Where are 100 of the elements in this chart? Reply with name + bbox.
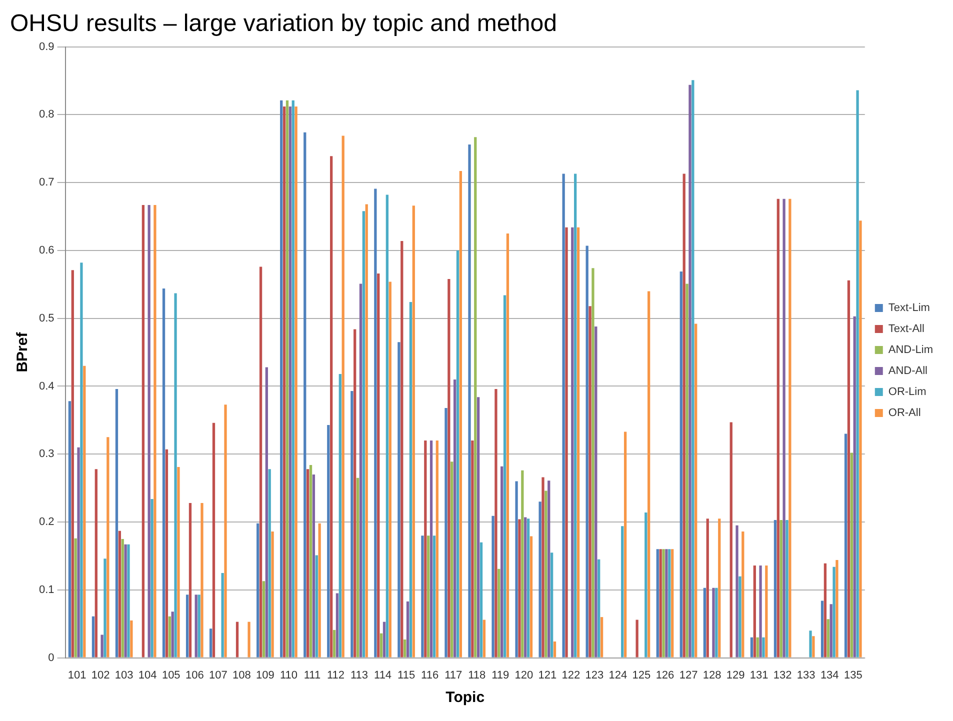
x-tick-label: 119: [492, 669, 510, 682]
x-tick-label: 118: [468, 669, 486, 682]
bar: [386, 194, 389, 658]
x-tick-label: 134: [820, 669, 839, 682]
bar: [562, 174, 565, 658]
bar: [656, 549, 659, 658]
legend-label: Text-Lim: [888, 302, 930, 314]
bar: [365, 204, 368, 658]
bar: [380, 633, 383, 658]
bar: [856, 90, 859, 658]
x-tick-label: 103: [114, 669, 134, 682]
bar: [104, 558, 106, 658]
bar: [354, 329, 356, 658]
bar: [162, 288, 166, 658]
bar: [200, 503, 204, 658]
bar: [659, 549, 662, 658]
x-tick-label: 101: [68, 669, 86, 682]
bar: [294, 106, 298, 658]
bar: [548, 480, 550, 658]
bar: [703, 588, 706, 658]
x-tick-label: 111: [304, 669, 321, 682]
bar: [538, 502, 542, 658]
bar: [404, 639, 406, 658]
bar: [780, 520, 782, 658]
bar: [424, 440, 427, 658]
bar: [686, 284, 688, 658]
bar: [571, 227, 574, 658]
bar: [665, 549, 668, 658]
bar: [430, 440, 433, 658]
x-tick-label: 105: [162, 669, 180, 682]
bar: [398, 342, 400, 658]
bar: [786, 520, 788, 658]
bar: [400, 240, 404, 658]
bar: [468, 144, 471, 658]
y-tick-label: 0.5: [38, 312, 54, 324]
bar: [600, 617, 604, 658]
bar: [826, 619, 830, 658]
bar: [212, 422, 216, 658]
legend-label: OR-All: [888, 407, 921, 420]
bar: [588, 306, 592, 658]
x-tick-label: 128: [702, 669, 722, 682]
bar: [221, 572, 224, 658]
bar: [256, 523, 260, 658]
bar: [836, 560, 838, 658]
bar: [636, 620, 638, 658]
bar: [500, 466, 504, 658]
legend-label: Text-All: [888, 323, 924, 336]
x-tick-label: 116: [421, 669, 439, 682]
x-tick-label: 123: [585, 669, 604, 682]
bar: [832, 566, 836, 658]
bar: [406, 601, 410, 658]
bar: [498, 568, 500, 658]
x-tick-label: 132: [773, 669, 792, 682]
bar: [624, 432, 627, 658]
bar: [209, 628, 212, 658]
bar: [824, 563, 827, 658]
bar: [474, 137, 477, 658]
bar: [776, 198, 780, 658]
bar: [312, 474, 316, 658]
x-tick-label: 120: [514, 669, 534, 682]
x-tick-label: 117: [444, 669, 462, 682]
bar: [592, 268, 594, 658]
x-tick-label: 114: [374, 669, 392, 682]
bar: [342, 136, 344, 658]
x-tick-label: 113: [350, 669, 368, 682]
bar: [850, 452, 853, 658]
bar: [718, 518, 721, 658]
bar: [847, 280, 850, 658]
bar: [432, 536, 436, 658]
x-tick-label: 124: [608, 669, 628, 682]
bar: [730, 422, 732, 658]
bar: [694, 324, 698, 658]
bar: [706, 518, 709, 658]
bar: [309, 464, 312, 658]
bar: [544, 490, 548, 658]
x-tick-label: 108: [232, 669, 251, 682]
bar: [576, 227, 580, 658]
bar: [844, 434, 848, 658]
bar: [736, 525, 738, 658]
bar: [150, 498, 154, 658]
bar: [662, 549, 665, 658]
bar: [809, 630, 812, 658]
y-tick-label: 0: [48, 652, 54, 664]
bar: [174, 293, 177, 658]
x-tick-label: 133: [796, 669, 816, 682]
bar: [409, 302, 412, 658]
bar: [668, 549, 671, 658]
bar: [248, 622, 250, 658]
y-tick-label: 0.1: [38, 584, 54, 596]
bar: [812, 636, 815, 658]
bar: [671, 549, 674, 658]
bar: [286, 100, 289, 658]
bar: [315, 555, 318, 658]
chart-title: OHSU results – large variation by topic and method: [10, 10, 557, 38]
bar: [586, 246, 588, 658]
legend-label: AND-Lim: [888, 344, 934, 356]
bar: [124, 544, 127, 658]
bar: [168, 616, 171, 658]
bar: [492, 516, 494, 658]
bar: [427, 536, 430, 658]
